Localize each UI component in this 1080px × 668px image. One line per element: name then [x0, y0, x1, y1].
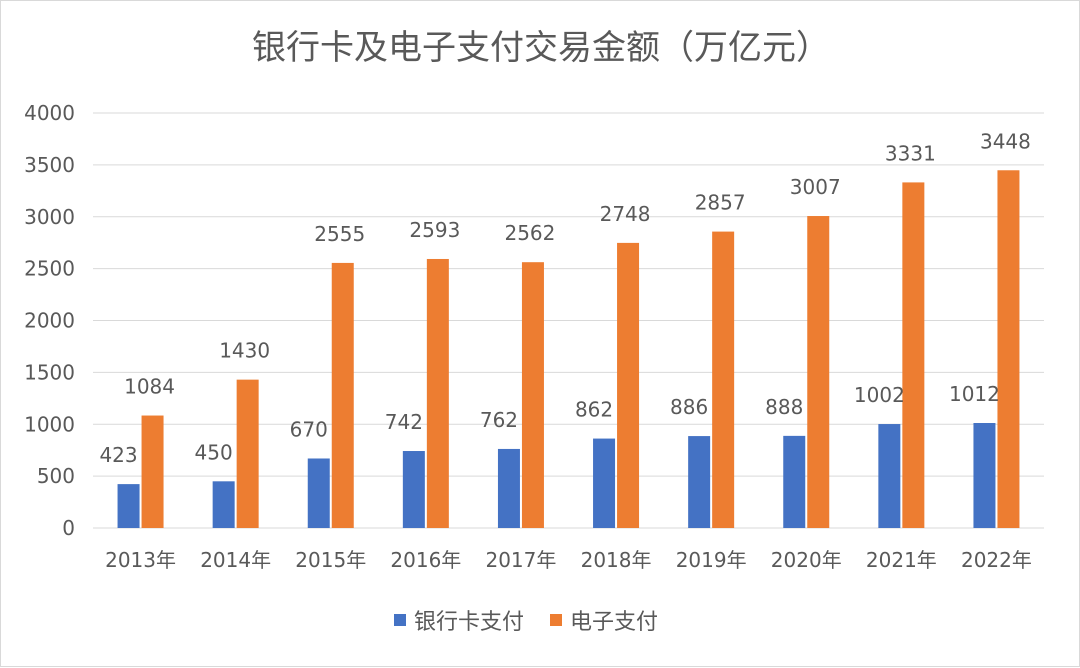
bar-card [973, 423, 996, 528]
bar-card [212, 481, 235, 528]
bar-card [117, 484, 140, 528]
y-tick-label: 1000 [24, 412, 75, 436]
legend: 银行卡支付 电子支付 [394, 610, 658, 635]
y-tick-label: 2000 [24, 309, 75, 333]
data-label: 1430 [219, 339, 270, 363]
data-label: 1084 [124, 375, 175, 399]
gridlines [93, 112, 1044, 529]
data-label: 2562 [504, 221, 555, 245]
bar-electronic [331, 262, 354, 528]
bar-electronic [807, 216, 830, 528]
data-label: 2555 [314, 222, 365, 246]
bar-electronic [997, 170, 1020, 528]
data-label: 670 [290, 417, 328, 441]
data-label: 886 [670, 395, 708, 419]
bar-card [593, 438, 616, 528]
data-label: 2748 [600, 202, 651, 226]
bar-card [878, 424, 901, 528]
x-tick-label: 2018年 [581, 548, 652, 572]
chart-title: 银行卡及电子支付交易金额（万亿元） [252, 28, 830, 68]
data-label: 3331 [885, 141, 936, 165]
y-tick-label: 0 [62, 516, 75, 540]
data-label: 1012 [949, 382, 1000, 406]
y-tick-label: 1500 [24, 360, 75, 384]
bar-electronic [617, 242, 640, 528]
y-tick-label: 2500 [24, 257, 75, 281]
bars [117, 170, 1020, 528]
legend-label: 银行卡支付 [414, 610, 524, 635]
bar-card [497, 448, 520, 528]
data-label: 2857 [695, 191, 746, 215]
x-tick-label: 2021年 [866, 548, 937, 572]
data-label: 3448 [980, 129, 1031, 153]
y-axis-labels: 0 500 1000 1500 2000 2500 3000 3500 4000 [24, 101, 75, 540]
x-tick-label: 2017年 [485, 548, 556, 572]
bar-electronic [521, 262, 544, 528]
legend-swatch [550, 614, 562, 626]
data-label: 423 [99, 443, 137, 467]
data-label: 450 [195, 440, 233, 464]
bar-electronic [902, 182, 925, 528]
x-tick-label: 2019年 [676, 548, 747, 572]
y-tick-label: 4000 [24, 101, 75, 125]
bar-card [402, 451, 425, 528]
x-tick-label: 2022年 [961, 548, 1032, 572]
x-tick-label: 2013年 [105, 548, 176, 572]
data-labels: 423 1084 450 1430 670 2555 742 2593 762 2562 862 27… [99, 129, 1030, 467]
bar-card [307, 458, 330, 528]
x-tick-label: 2020年 [771, 548, 842, 572]
y-tick-label: 3500 [24, 153, 75, 177]
data-label: 1002 [854, 383, 905, 407]
x-tick-label: 2015年 [295, 548, 366, 572]
legend-swatch [394, 614, 406, 626]
x-tick-label: 2016年 [390, 548, 461, 572]
bar-card [688, 436, 711, 528]
y-tick-label: 3000 [24, 205, 75, 229]
bar-electronic [141, 415, 164, 528]
x-tick-label: 2014年 [200, 548, 271, 572]
data-label: 762 [480, 408, 518, 432]
legend-label: 电子支付 [570, 610, 658, 635]
y-tick-label: 500 [37, 464, 75, 488]
data-label: 3007 [790, 175, 841, 199]
bar-electronic [426, 258, 449, 528]
bar-card [783, 435, 806, 528]
data-label: 742 [385, 410, 423, 434]
x-axis-labels: 2013年 2014年 2015年 2016年 2017年 2018年 2019年 2020年… [105, 548, 1032, 572]
bar-electronic [712, 231, 735, 528]
bar-electronic [236, 379, 259, 528]
data-label: 2593 [409, 218, 460, 242]
data-label: 862 [575, 398, 613, 422]
data-label: 888 [765, 395, 803, 419]
